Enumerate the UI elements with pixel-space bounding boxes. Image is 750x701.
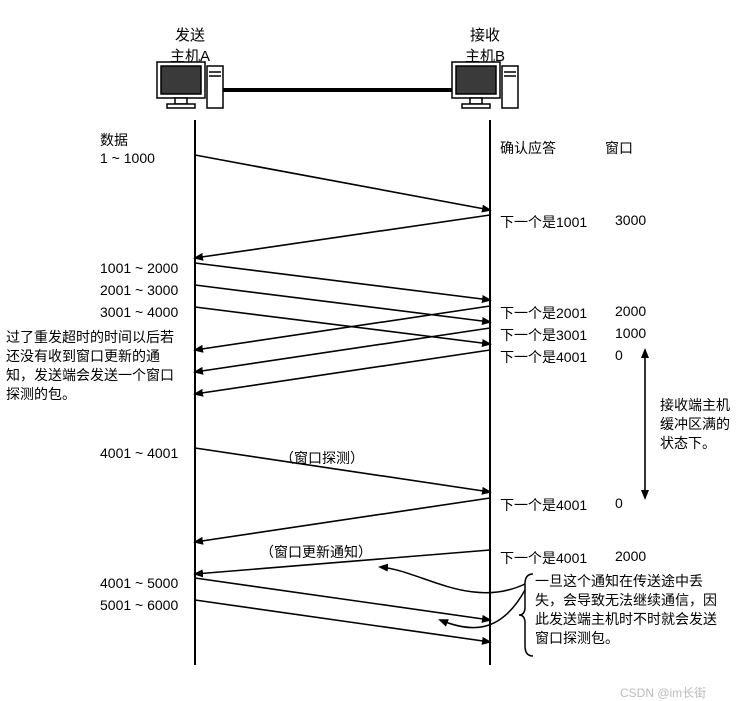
col-win-header: 窗口 bbox=[605, 138, 633, 158]
window-size-label: 3000 bbox=[615, 212, 646, 228]
ack-label: 下一个是4001 bbox=[500, 495, 587, 515]
watermark: CSDN @im长街 bbox=[620, 684, 706, 701]
ack-label: 下一个是3001 bbox=[500, 325, 587, 345]
host-b-label: 接收主机B bbox=[465, 24, 505, 66]
ack-label: 下一个是2001 bbox=[500, 303, 587, 323]
data-range-label: 1 ~ 1000 bbox=[100, 150, 155, 166]
data-range-label: 4001 ~ 5000 bbox=[100, 575, 178, 591]
data-range-label: 5001 ~ 6000 bbox=[100, 597, 178, 613]
col-data-header: 数据 bbox=[100, 130, 128, 150]
data-range-label: 4001 ~ 4001 bbox=[100, 445, 178, 461]
left-note: 过了重发超时的时间以后若还没有收到窗口更新的通知，发送端会发送一个窗口探测的包。 bbox=[6, 328, 181, 404]
buffer-full-note: 接收端主机缓冲区满的状态下。 bbox=[660, 396, 740, 453]
data-range-label: 3001 ~ 4000 bbox=[100, 304, 178, 320]
data-range-label: 1001 ~ 2000 bbox=[100, 260, 178, 276]
window-size-label: 0 bbox=[615, 347, 623, 363]
window-size-label: 2000 bbox=[615, 548, 646, 564]
host-a-label: 发送主机A bbox=[170, 24, 210, 66]
diagram-stage: 发送主机A 接收主机B 数据 确认应答 窗口 1 ~ 1000 1001 ~ 20… bbox=[0, 0, 750, 701]
ack-label: 下一个是4001 bbox=[500, 347, 587, 367]
mid-arrow-label: （窗口探测） bbox=[280, 448, 364, 468]
bottom-right-note: 一旦这个通知在传送途中丢失，会导致无法继续通信，因此发送端主机时不时就会发送窗口… bbox=[535, 572, 730, 648]
col-ack-header: 确认应答 bbox=[500, 138, 556, 158]
window-size-label: 2000 bbox=[615, 303, 646, 319]
window-size-label: 0 bbox=[615, 495, 623, 511]
mid-arrow-label: （窗口更新通知） bbox=[260, 542, 372, 562]
ack-label: 下一个是4001 bbox=[500, 548, 587, 568]
ack-label: 下一个是1001 bbox=[500, 212, 587, 232]
data-range-label: 2001 ~ 3000 bbox=[100, 282, 178, 298]
window-size-label: 1000 bbox=[615, 325, 646, 341]
